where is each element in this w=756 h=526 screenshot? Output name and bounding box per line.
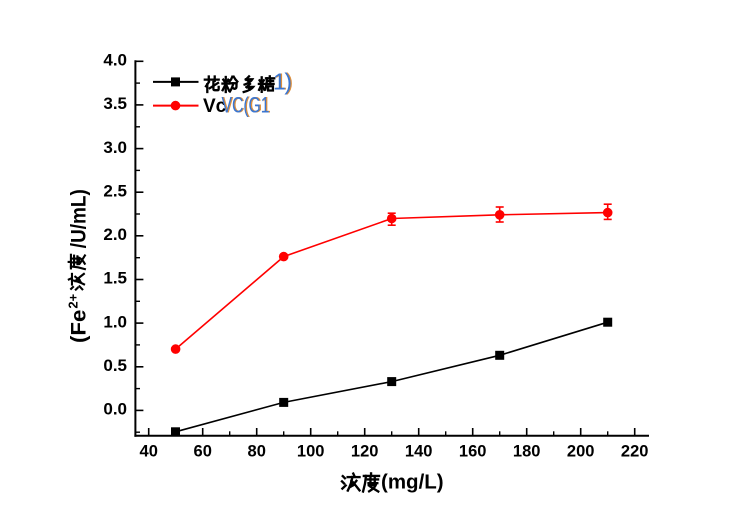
svg-text:40: 40 bbox=[140, 443, 158, 461]
svg-text:100: 100 bbox=[297, 443, 325, 461]
svg-text:180: 180 bbox=[513, 443, 541, 461]
svg-text:140: 140 bbox=[405, 443, 433, 461]
svg-text:Vc: Vc bbox=[203, 96, 227, 117]
svg-text:120: 120 bbox=[351, 443, 379, 461]
svg-text:80: 80 bbox=[248, 443, 266, 461]
svg-text:0.0: 0.0 bbox=[103, 400, 127, 419]
svg-text:VC(G1: VC(G1 bbox=[222, 93, 270, 118]
svg-text:2.5: 2.5 bbox=[103, 181, 127, 200]
svg-text:0.5: 0.5 bbox=[103, 356, 127, 375]
svg-text:4.0: 4.0 bbox=[103, 51, 127, 70]
svg-text:(Fe: (Fe bbox=[68, 310, 91, 343]
svg-text:160: 160 bbox=[459, 443, 487, 461]
svg-text:3.0: 3.0 bbox=[103, 138, 127, 157]
svg-text:1.0: 1.0 bbox=[103, 312, 127, 331]
svg-text:1.5: 1.5 bbox=[103, 269, 127, 288]
svg-text:220: 220 bbox=[621, 443, 649, 461]
svg-text:VC(G1: VC(G1 bbox=[223, 93, 271, 118]
svg-text:60: 60 bbox=[194, 443, 212, 461]
svg-text:3.5: 3.5 bbox=[103, 94, 127, 113]
svg-text:1): 1) bbox=[273, 69, 292, 95]
svg-text:2.0: 2.0 bbox=[103, 225, 127, 244]
svg-text:(mg/L): (mg/L) bbox=[381, 471, 444, 494]
svg-text:/U/mL): /U/mL) bbox=[68, 189, 91, 248]
svg-text:1): 1) bbox=[274, 69, 293, 95]
svg-text:200: 200 bbox=[567, 443, 595, 461]
svg-text:2+: 2+ bbox=[66, 293, 81, 308]
